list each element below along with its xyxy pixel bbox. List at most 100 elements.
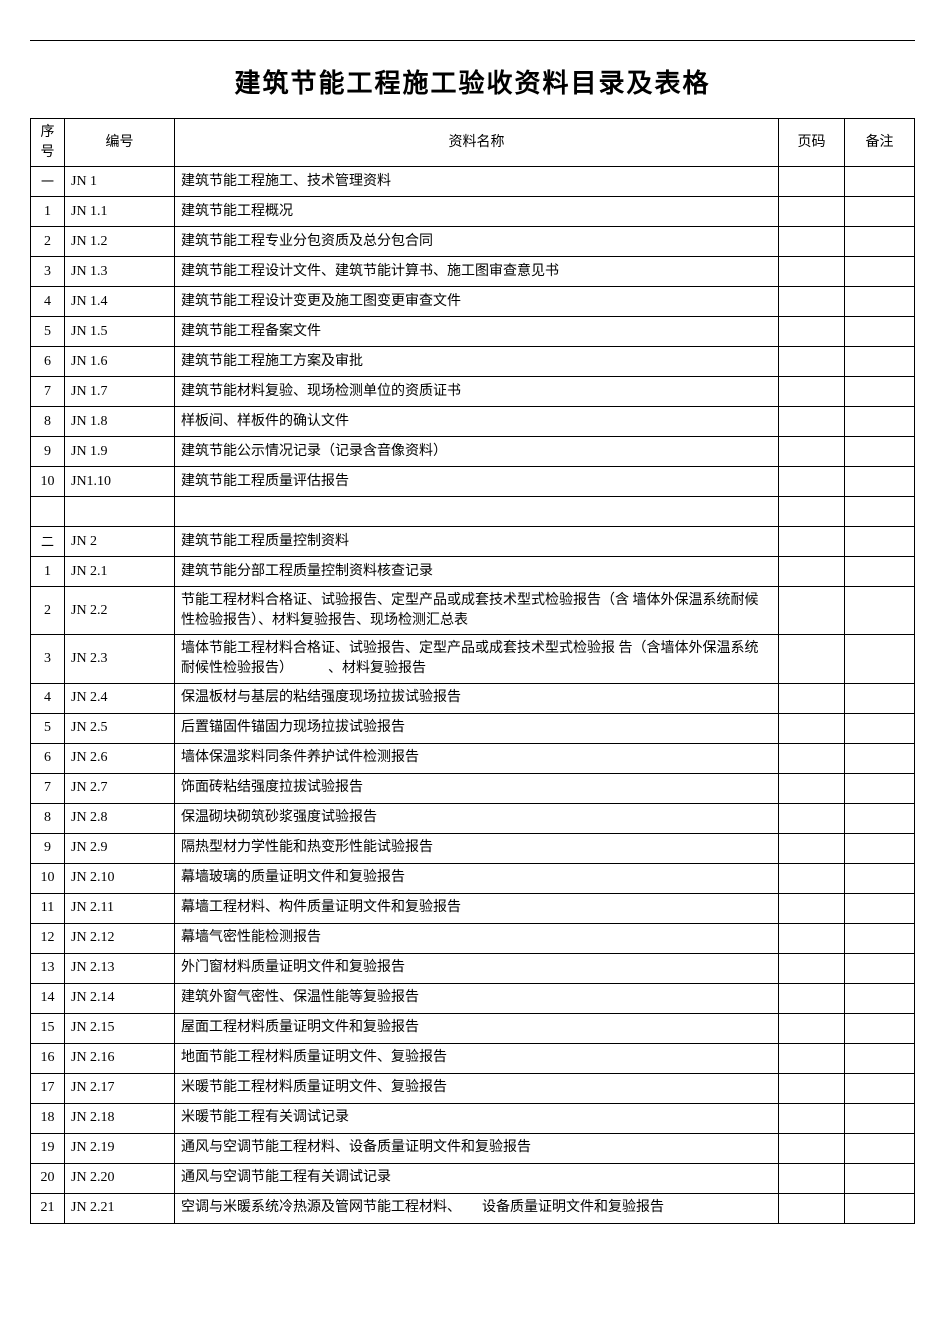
row-page [779,437,845,467]
row-seq: 11 [31,893,65,923]
row-page [779,803,845,833]
row-page [779,1193,845,1223]
table-row: 3JN 2.3墙体节能工程材料合格证、试验报告、定型产品或成套技术型式检验报 告… [31,635,915,683]
row-code: JN 2.4 [65,683,175,713]
row-page [779,743,845,773]
row-page [779,467,845,497]
row-note [845,635,915,683]
row-seq: 14 [31,983,65,1013]
col-header-name: 资料名称 [175,119,779,167]
table-row: 4JN 1.4建筑节能工程设计变更及施工图变更审查文件 [31,287,915,317]
row-page [779,197,845,227]
row-page [779,833,845,863]
table-row: 21JN 2.21空调与米暖系统冷热源及管网节能工程材料、 设备质量证明文件和复… [31,1193,915,1223]
row-code: JN 1.2 [65,227,175,257]
row-name: 幕墙玻璃的质量证明文件和复验报告 [175,863,779,893]
row-note [845,437,915,467]
row-code: JN 2.19 [65,1133,175,1163]
row-name: 建筑节能工程概况 [175,197,779,227]
row-note [845,923,915,953]
row-code: JN 2.20 [65,1163,175,1193]
row-name: 样板间、样板件的确认文件 [175,407,779,437]
table-row: 11JN 2.11幕墙工程材料、构件质量证明文件和复验报告 [31,893,915,923]
row-note [845,893,915,923]
table-body: 一JN 1建筑节能工程施工、技术管理资料1JN 1.1建筑节能工程概况2JN 1… [31,167,915,1223]
col-header-note: 备注 [845,119,915,167]
row-page [779,227,845,257]
row-seq: 8 [31,407,65,437]
row-code: JN 1.7 [65,377,175,407]
section-page [779,527,845,557]
row-note [845,1133,915,1163]
row-code: JN 1.5 [65,317,175,347]
row-seq: 9 [31,833,65,863]
spacer-cell [779,497,845,527]
row-page [779,923,845,953]
row-note [845,863,915,893]
row-page [779,683,845,713]
row-note [845,1073,915,1103]
row-seq: 6 [31,743,65,773]
col-header-page: 页码 [779,119,845,167]
table-row: 5JN 2.5后置锚固件锚固力现场拉拔试验报告 [31,713,915,743]
row-code: JN 2.3 [65,635,175,683]
row-code: JN 2.2 [65,587,175,635]
row-code: JN 2.5 [65,713,175,743]
table-row: 1JN 1.1建筑节能工程概况 [31,197,915,227]
row-code: JN 1.8 [65,407,175,437]
row-seq: 5 [31,713,65,743]
table-header: 序号 编号 资料名称 页码 备注 [31,119,915,167]
row-page [779,713,845,743]
row-seq: 8 [31,803,65,833]
row-seq: 18 [31,1103,65,1133]
row-name: 建筑节能分部工程质量控制资料核查记录 [175,557,779,587]
row-note [845,317,915,347]
row-code: JN 1.3 [65,257,175,287]
table-row: 20JN 2.20通风与空调节能工程有关调试记录 [31,1163,915,1193]
table-row: 6JN 2.6墙体保温浆料同条件养护试件检测报告 [31,743,915,773]
row-page [779,557,845,587]
row-note [845,953,915,983]
row-seq: 2 [31,227,65,257]
row-code: JN 2.7 [65,773,175,803]
row-name: 建筑节能工程备案文件 [175,317,779,347]
row-page [779,1043,845,1073]
spacer-cell [31,497,65,527]
row-seq: 1 [31,557,65,587]
row-seq: 3 [31,635,65,683]
table-row: 9JN 2.9隔热型材力学性能和热变形性能试验报告 [31,833,915,863]
table-row: 2JN 1.2建筑节能工程专业分包资质及总分包合同 [31,227,915,257]
row-note [845,1163,915,1193]
row-note [845,257,915,287]
table-row: 10JN1.10建筑节能工程质量评估报告 [31,467,915,497]
row-code: JN 2.9 [65,833,175,863]
row-note [845,227,915,257]
row-name: 米暖节能工程有关调试记录 [175,1103,779,1133]
row-page [779,953,845,983]
row-seq: 12 [31,923,65,953]
row-name: 建筑节能工程设计变更及施工图变更审查文件 [175,287,779,317]
row-page [779,407,845,437]
row-code: JN 2.12 [65,923,175,953]
row-seq: 4 [31,287,65,317]
row-code: JN 2.15 [65,1013,175,1043]
row-page [779,1103,845,1133]
row-name: 建筑外窗气密性、保温性能等复验报告 [175,983,779,1013]
row-note [845,983,915,1013]
spacer-cell [845,497,915,527]
table-row: 9JN 1.9建筑节能公示情况记录（记录含音像资料） [31,437,915,467]
row-code: JN 1.9 [65,437,175,467]
row-seq: 7 [31,377,65,407]
row-note [845,587,915,635]
row-code: JN1.10 [65,467,175,497]
row-code: JN 2.10 [65,863,175,893]
row-seq: 9 [31,437,65,467]
section-seq: 一 [31,167,65,197]
row-name: 地面节能工程材料质量证明文件、复验报告 [175,1043,779,1073]
row-page [779,983,845,1013]
row-code: JN 1.1 [65,197,175,227]
table-row: 8JN 2.8保温砌块砌筑砂浆强度试验报告 [31,803,915,833]
table-row: 3JN 1.3建筑节能工程设计文件、建筑节能计算书、施工图审查意见书 [31,257,915,287]
row-name: 墙体保温浆料同条件养护试件检测报告 [175,743,779,773]
row-note [845,1043,915,1073]
